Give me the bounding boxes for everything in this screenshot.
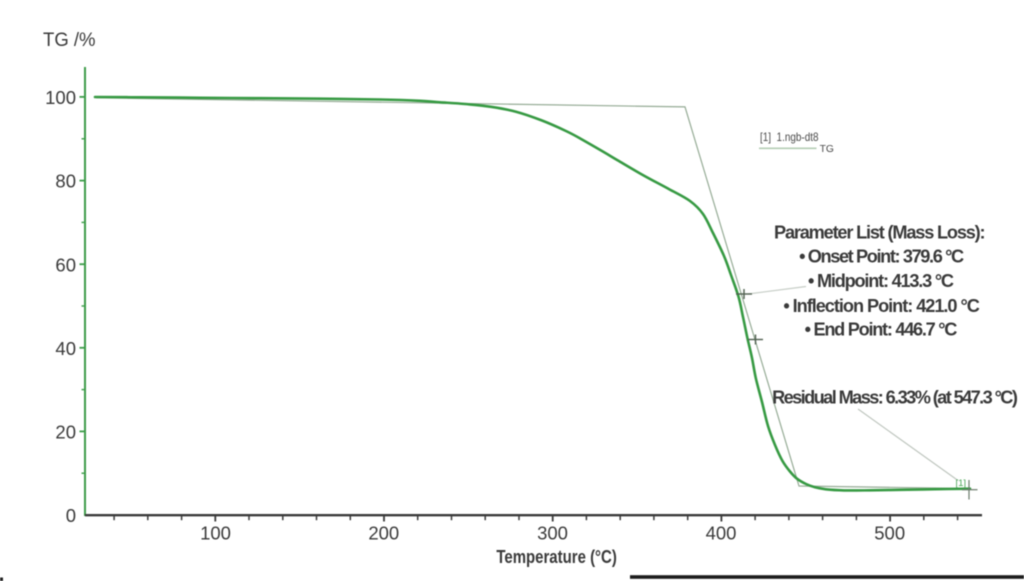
svg-text:60: 60 bbox=[55, 254, 76, 275]
svg-text:80: 80 bbox=[55, 171, 76, 192]
svg-text:200: 200 bbox=[368, 522, 399, 543]
svg-text:• Midpoint: 413.3 °C: • Midpoint: 413.3 °C bbox=[808, 271, 954, 291]
svg-text:TG /%: TG /% bbox=[43, 29, 96, 51]
svg-text:0: 0 bbox=[66, 505, 76, 526]
svg-text:400: 400 bbox=[706, 522, 737, 543]
svg-text:• Onset Point: 379.6 °C: • Onset Point: 379.6 °C bbox=[799, 246, 964, 266]
svg-text:TG: TG bbox=[820, 144, 834, 155]
svg-text:Residual Mass: 6.33% (at 547.3: Residual Mass: 6.33% (at 547.3 °C) bbox=[772, 388, 1018, 408]
svg-text:• End Point: 446.7 °C: • End Point: 446.7 °C bbox=[805, 319, 958, 339]
svg-text:Parameter List (Mass Loss):: Parameter List (Mass Loss): bbox=[774, 223, 986, 243]
svg-text:Temperature (°C): Temperature (°C) bbox=[496, 547, 617, 567]
svg-text:500: 500 bbox=[874, 522, 905, 543]
svg-text:100: 100 bbox=[45, 87, 76, 108]
svg-text:• Inflection Point: 421.0 °C: • Inflection Point: 421.0 °C bbox=[783, 296, 980, 316]
svg-text:40: 40 bbox=[55, 338, 76, 359]
svg-text:[1]: [1] bbox=[956, 478, 967, 489]
svg-text:100: 100 bbox=[200, 522, 231, 543]
svg-text:20: 20 bbox=[55, 422, 76, 443]
svg-text:300: 300 bbox=[537, 522, 568, 543]
svg-text:[1] 1.ngb-dt8: [1] 1.ngb-dt8 bbox=[760, 130, 819, 144]
